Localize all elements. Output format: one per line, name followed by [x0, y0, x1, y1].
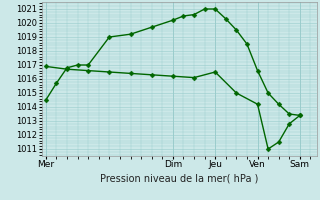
X-axis label: Pression niveau de la mer( hPa ): Pression niveau de la mer( hPa ): [100, 173, 258, 183]
